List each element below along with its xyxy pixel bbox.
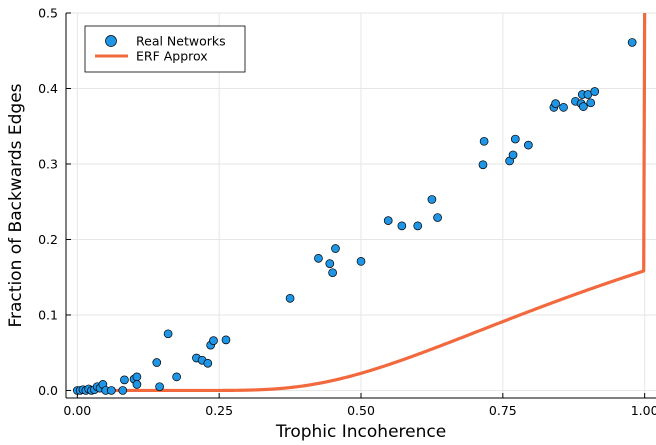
y-tick-label: 0.5: [38, 6, 58, 21]
y-tick-label: 0.0: [38, 383, 58, 398]
tick-labels: 0.00 0.25 0.50 0.75 1.00 0.0 0.1 0.2 0.3 0.4 0.5: [38, 6, 656, 419]
x-tick-label: 1.00: [631, 403, 656, 418]
real-network-point: [559, 103, 568, 112]
y-tick-label: 0.4: [38, 81, 58, 96]
real-network-point: [331, 244, 340, 253]
x-axis-title: Trophic Incoherence: [275, 422, 446, 442]
real-network-point: [163, 329, 173, 339]
erf-line-layer: [76, 12, 647, 393]
real-network-point: [524, 140, 533, 150]
scatter-points-layer: [72, 38, 637, 395]
real-network-point: [152, 358, 162, 367]
real-network-point: [221, 335, 231, 345]
real-network-point: [413, 221, 423, 231]
real-network-point: [433, 213, 442, 222]
erf-approx-line: [76, 12, 647, 393]
real-network-point: [285, 294, 295, 303]
real-network-point: [155, 382, 164, 392]
y-axis-title: Fraction of Backwards Edges: [6, 83, 26, 327]
real-network-point: [586, 98, 596, 108]
real-network-point: [172, 372, 181, 382]
real-network-point: [383, 216, 393, 225]
real-network-point: [209, 336, 218, 345]
y-tick-label: 0.2: [38, 232, 58, 247]
legend-scatter-marker: [105, 35, 117, 47]
x-tick-label: 0.50: [347, 403, 375, 418]
real-network-point: [356, 257, 366, 266]
grid: [66, 12, 656, 398]
real-network-point: [627, 38, 637, 47]
real-network-point: [510, 134, 520, 144]
real-network-point: [328, 268, 337, 278]
real-network-point: [590, 87, 600, 96]
real-network-point: [120, 375, 129, 385]
real-network-point: [551, 99, 560, 108]
real-network-point: [397, 221, 407, 231]
real-network-point: [314, 253, 323, 263]
real-network-point: [107, 386, 116, 395]
real-network-point: [479, 136, 489, 146]
real-network-point: [203, 358, 213, 368]
real-network-point: [579, 102, 588, 111]
real-network-point: [132, 380, 142, 389]
axes: [65, 12, 656, 399]
x-tick-label: 0.00: [63, 403, 91, 418]
real-network-point: [325, 259, 335, 268]
x-tick-label: 0.75: [489, 403, 517, 418]
x-tick-label: 0.25: [205, 403, 233, 418]
real-network-point: [118, 386, 128, 395]
legend-label-real-networks: Real Networks: [136, 34, 226, 49]
real-network-point: [508, 150, 518, 160]
y-tick-label: 0.3: [38, 156, 58, 171]
real-network-point: [427, 195, 437, 204]
legend-box: [84, 25, 246, 73]
real-network-point: [478, 160, 488, 170]
legend: Real Networks ERF Approx: [84, 25, 246, 73]
legend-label-erf-approx: ERF Approx: [136, 49, 208, 64]
y-tick-label: 0.1: [38, 307, 58, 322]
real-network-point: [132, 372, 142, 382]
